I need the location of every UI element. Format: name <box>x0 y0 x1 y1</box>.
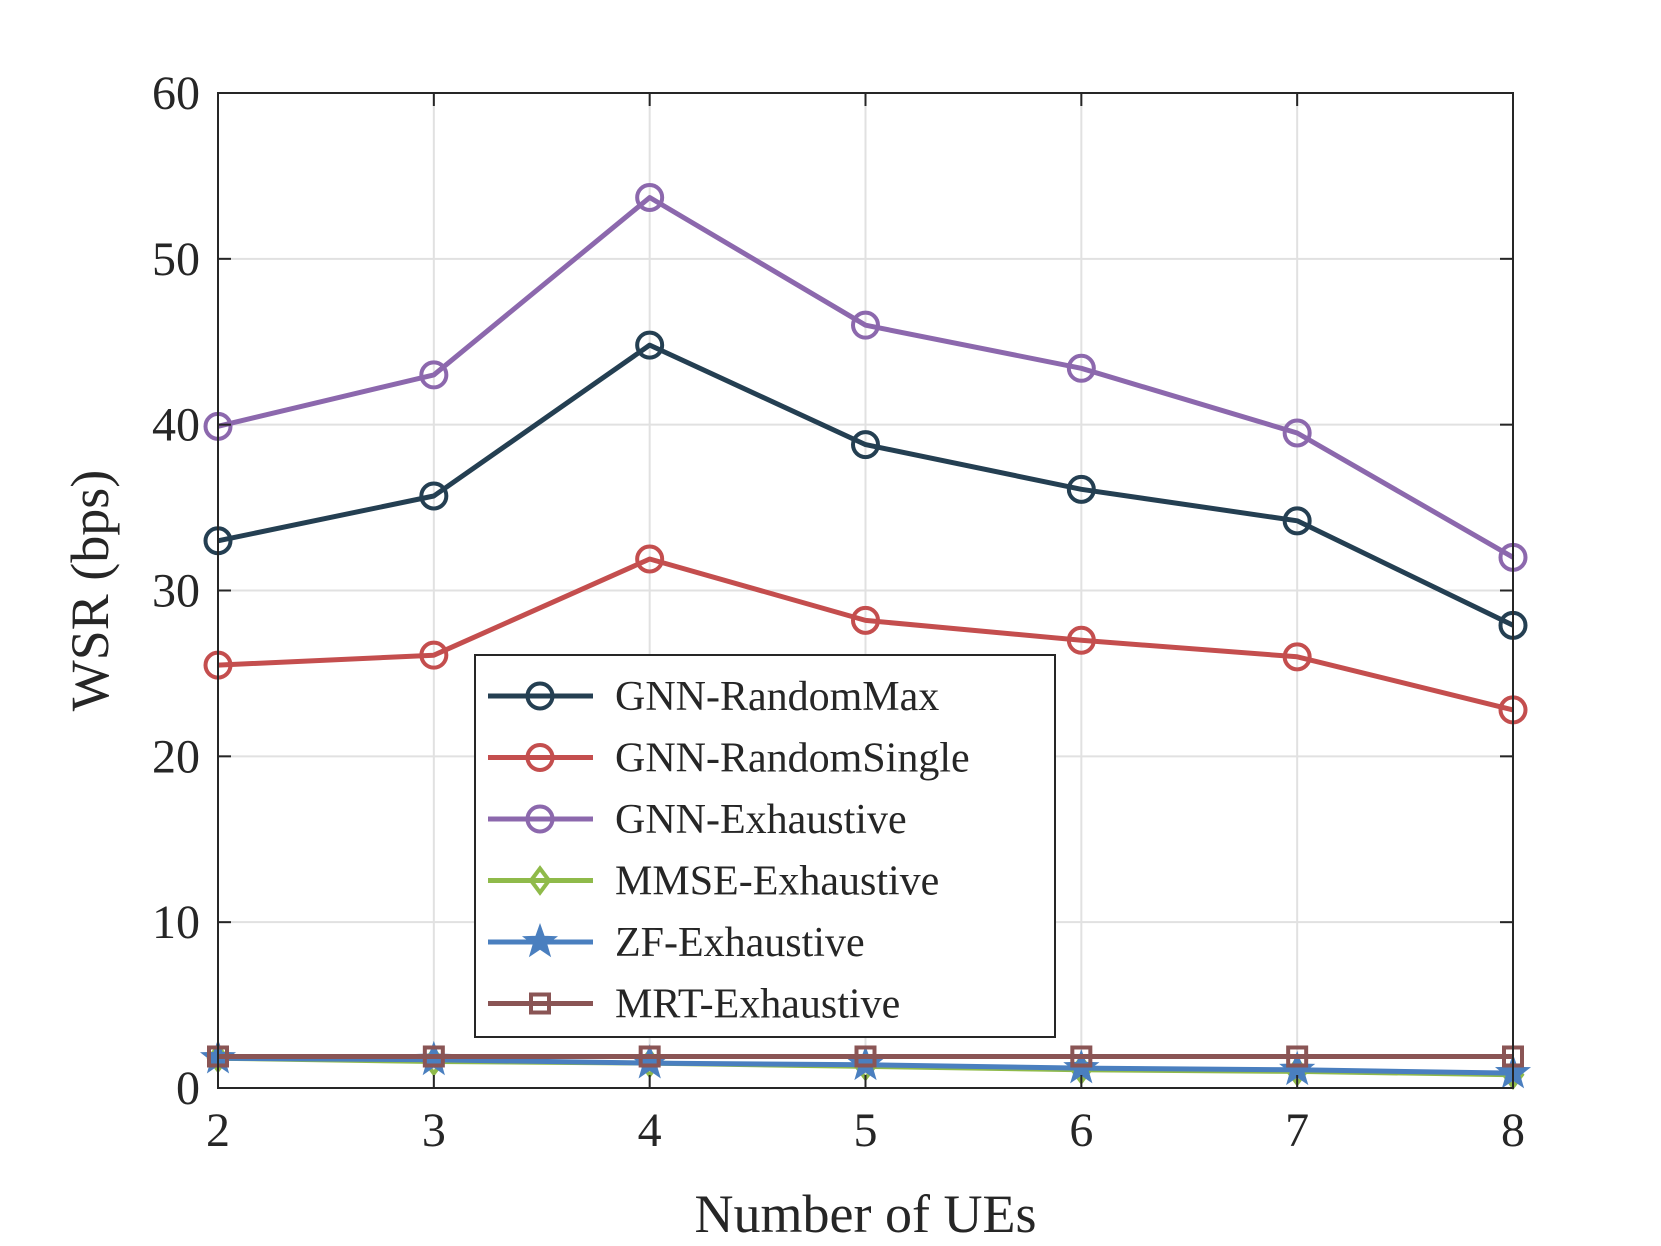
x-axis-label: Number of UEs <box>695 1184 1037 1244</box>
data-point-gnn-randommax <box>635 330 665 360</box>
axis-ticks: 2 3 4 5 6 7 8 0 10 20 30 40 50 60 <box>152 67 1525 1157</box>
legend-item-gnn-exhaustive: GNN-Exhaustive <box>488 797 907 843</box>
legend-item-mrt-exhaustive: MRT-Exhaustive <box>488 982 900 1028</box>
legend-box <box>474 654 1056 1038</box>
legend-marker <box>525 804 555 834</box>
legend-marker <box>528 865 552 896</box>
data-point-gnn-randomsingle <box>851 605 880 635</box>
y-tick-label: 0 <box>176 1062 200 1115</box>
data-point-gnn-exhaustive <box>1282 418 1312 448</box>
y-tick-label: 10 <box>152 896 200 949</box>
data-point-mrt-exhaustive <box>854 1045 877 1068</box>
y-tick-label: 60 <box>152 67 200 120</box>
data-point-gnn-randomsingle <box>1282 642 1312 672</box>
legend-item-gnn-randomsingle: GNN-RandomSingle <box>488 736 970 782</box>
series-line-gnn-exhaustive <box>217 195 1515 560</box>
data-point-gnn-exhaustive <box>635 182 665 212</box>
x-tick-label: 5 <box>854 1104 878 1157</box>
legend: GNN-RandomMax GNN-RandomSingle GNN-Exhaust… <box>474 654 1056 1038</box>
data-point-gnn-randommax <box>419 481 449 511</box>
legend-item-zf-exhaustive: ZF-Exhaustive <box>488 920 865 966</box>
legend-marker <box>525 743 555 772</box>
x-tick-label: 6 <box>1069 1104 1093 1157</box>
data-point-gnn-randommax <box>851 430 880 460</box>
series-mrt-exhaustive <box>207 1045 1524 1068</box>
data-point-zf-exhaustive <box>847 1045 884 1081</box>
data-point-mrt-exhaustive <box>1070 1045 1093 1068</box>
legend-label: MMSE-Exhaustive <box>615 859 939 905</box>
x-tick-label: 7 <box>1285 1104 1309 1157</box>
series-gnn-exhaustive <box>203 182 1528 572</box>
x-tick-label: 2 <box>206 1104 230 1157</box>
data-point-gnn-exhaustive <box>851 310 880 340</box>
data-point-gnn-randomsingle <box>635 544 665 574</box>
data-point-gnn-randomsingle <box>1066 625 1096 655</box>
data-point-mrt-exhaustive <box>422 1045 445 1068</box>
legend-label: ZF-Exhaustive <box>615 920 865 966</box>
data-point-gnn-randomsingle <box>419 640 449 670</box>
legend-marker <box>521 923 559 958</box>
legend-label: MRT-Exhaustive <box>615 982 900 1028</box>
legend-item-gnn-randommax: GNN-RandomMax <box>488 674 939 720</box>
x-tick-label: 8 <box>1501 1104 1525 1157</box>
y-tick-label: 30 <box>152 565 200 618</box>
data-point-gnn-randommax <box>1282 506 1312 536</box>
series-layer <box>199 182 1532 1091</box>
data-point-mrt-exhaustive <box>1286 1045 1309 1068</box>
y-tick-label: 40 <box>152 399 200 452</box>
data-point-mrt-exhaustive <box>638 1045 661 1068</box>
y-tick-label: 50 <box>152 233 200 286</box>
series-gnn-randommax <box>203 330 1528 640</box>
legend-marker <box>529 992 551 1015</box>
data-point-gnn-exhaustive <box>1066 353 1096 383</box>
data-point-gnn-exhaustive <box>419 360 449 390</box>
y-axis-label: WSR (bps) <box>60 470 120 712</box>
data-point-gnn-randommax <box>1066 474 1096 504</box>
y-tick-label: 20 <box>152 730 200 783</box>
series-line-gnn-randommax <box>217 342 1515 628</box>
legend-label: GNN-Exhaustive <box>615 797 907 843</box>
x-tick-label: 4 <box>638 1104 662 1157</box>
legend-marker <box>525 681 555 711</box>
legend-label: GNN-RandomSingle <box>615 736 970 782</box>
x-tick-label: 3 <box>422 1104 446 1157</box>
series-line-gnn-randomsingle <box>217 556 1514 713</box>
legend-label: GNN-RandomMax <box>615 674 939 720</box>
legend-item-mmse-exhaustive: MMSE-Exhaustive <box>488 859 939 905</box>
